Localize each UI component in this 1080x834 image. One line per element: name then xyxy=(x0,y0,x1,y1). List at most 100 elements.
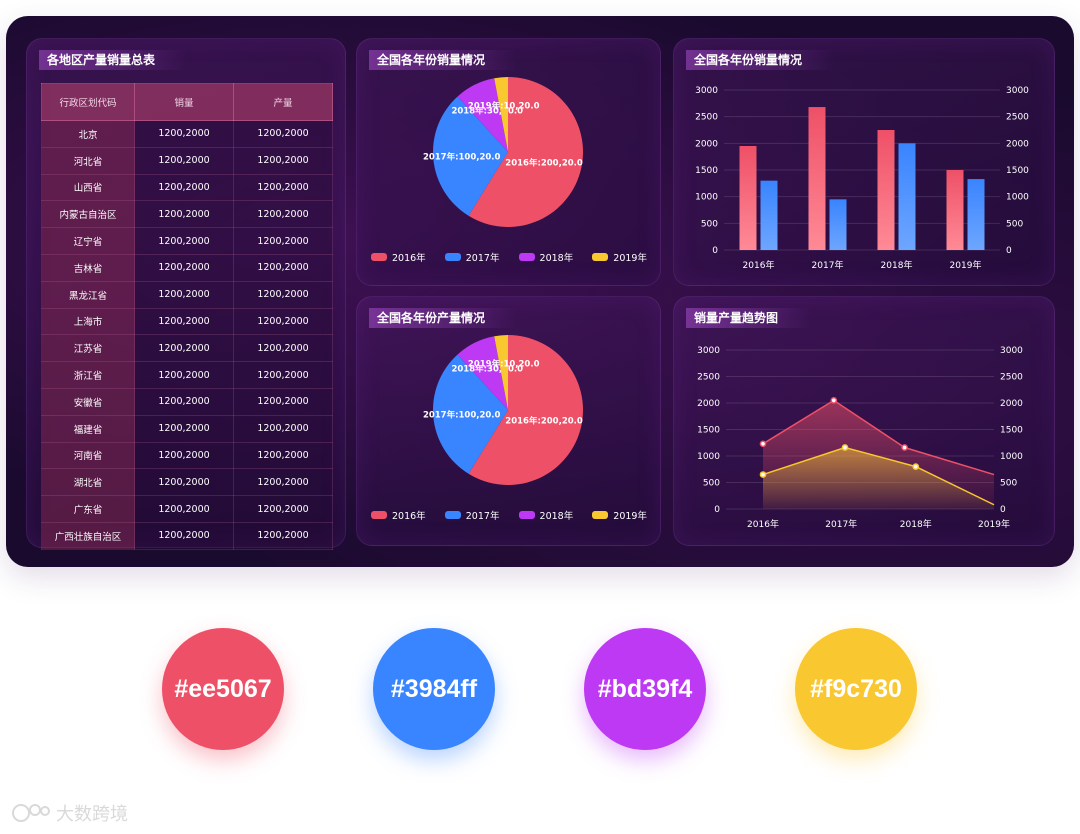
region-table-panel: 各地区产量销量总表 行政区划代码 销量 产量 北京 1200,2000 1200,2… xyxy=(26,38,346,550)
cell-output: 1200,2000 xyxy=(233,227,333,255)
swatch-yellow: #f9c730 xyxy=(795,628,917,750)
watermark-text: 大数跨境 xyxy=(56,804,128,825)
pie-slice-4 xyxy=(494,77,508,152)
sales-bar-chart: 0 500 1000 1500 2000 2500 3000 0 500 1000 1500 2000… xyxy=(695,86,1029,271)
cell-output: 1200,2000 xyxy=(233,468,333,497)
legend-item[interactable]: 2019年 xyxy=(592,508,647,522)
col-header-region: 行政区划代码 xyxy=(41,83,135,121)
table-row: 安徽省 1200,2000 1200,2000 xyxy=(41,388,333,416)
y-tick-label: 0 xyxy=(714,505,720,515)
area-point xyxy=(841,444,849,451)
pie-data-label: 2017年:100,20.0 xyxy=(423,409,501,420)
y-tick-label: 1500 xyxy=(695,166,718,176)
area-point xyxy=(901,444,908,451)
cell-output: 1200,2000 xyxy=(233,120,333,148)
cell-region: 江苏省 xyxy=(41,334,135,363)
pie-data-label: 2016年:200,20.0 xyxy=(505,415,583,426)
sales-pie-panel: 全国各年份销量情况 2016年:200,20.0 2017年:100,20.0 20… xyxy=(356,38,661,286)
legend-item[interactable]: 2019年 xyxy=(592,250,647,264)
table-row: 广东省 1200,2000 1200,2000 xyxy=(41,495,333,523)
legend-item[interactable]: 2016年 xyxy=(371,508,426,522)
output-pie-chart: 2016年:200,20.0 2017年:100,20.0 2018年:30,20.… xyxy=(423,335,583,485)
pie-slice-3 xyxy=(457,78,508,152)
table-row: 北京 1200,2000 1200,2000 xyxy=(41,120,333,148)
cell-region: 北京 xyxy=(41,120,135,148)
legend-item[interactable]: 2017年 xyxy=(444,508,500,522)
cell-region: 黑龙江省 xyxy=(41,281,135,309)
legend-label: 2018年 xyxy=(539,253,574,264)
bar-series2 xyxy=(898,143,916,250)
legend-swatch xyxy=(371,253,387,261)
watermark-logo-icon xyxy=(10,802,52,824)
cell-region: 浙江省 xyxy=(41,361,135,389)
region-table-title: 各地区产量销量总表 xyxy=(39,50,188,70)
x-tick-label: 2017年 xyxy=(812,259,844,271)
cell-region: 湖北省 xyxy=(41,468,135,497)
bar-series2 xyxy=(967,179,985,250)
y-tick-label: 500 xyxy=(701,219,718,229)
table-row: 广西壮族自治区 1200,2000 1200,2000 xyxy=(41,522,333,550)
sales-pie-chart: 2016年:200,20.0 2017年:100,20.0 2018年:30,20.… xyxy=(423,77,583,227)
cell-sales: 1200,2000 xyxy=(134,174,234,202)
legend-swatch xyxy=(518,511,535,519)
x-tick-label: 2018年 xyxy=(881,259,913,271)
area-line-series2 xyxy=(762,446,995,506)
pie-slice-1 xyxy=(468,335,583,485)
col-header-output: 产量 xyxy=(233,83,333,121)
cell-sales: 1200,2000 xyxy=(134,334,234,363)
x-tick-label: 2016年 xyxy=(743,259,775,271)
right-y-tick-label: 1500 xyxy=(1000,426,1023,436)
legend-label: 2016年 xyxy=(392,511,426,522)
legend-item[interactable]: 2018年 xyxy=(518,508,573,522)
right-y-tick-label: 500 xyxy=(1000,479,1017,489)
x-tick-label: 2018年 xyxy=(900,518,932,530)
right-y-tick-label: 1000 xyxy=(1006,193,1029,203)
cell-region: 河南省 xyxy=(41,442,135,470)
legend-label: 2017年 xyxy=(465,511,500,522)
cell-output: 1200,2000 xyxy=(233,174,333,202)
cell-region: 福建省 xyxy=(41,415,135,443)
cell-region: 河北省 xyxy=(41,147,135,175)
swatch-red: #ee5067 xyxy=(162,628,284,750)
trend-area-title: 销量产量趋势图 xyxy=(686,308,811,328)
legend-item[interactable]: 2016年 xyxy=(371,250,426,264)
pie-data-label: 2019年:10,20.0 xyxy=(468,101,540,112)
table-row: 吉林省 1200,2000 1200,2000 xyxy=(41,254,333,282)
dashboard: 各地区产量销量总表 行政区划代码 销量 产量 北京 1200,2000 1200,2… xyxy=(6,16,1074,567)
pie-data-label: 2019年:10,20.0 xyxy=(468,359,540,370)
table-row: 内蒙古自治区 1200,2000 1200,2000 xyxy=(41,200,333,229)
x-tick-label: 2017年 xyxy=(825,518,857,530)
cell-output: 1200,2000 xyxy=(233,442,333,470)
legend-swatch xyxy=(518,253,535,261)
table-row: 河北省 1200,2000 1200,2000 xyxy=(41,147,333,175)
cell-sales: 1200,2000 xyxy=(134,442,234,470)
right-y-tick-label: 3000 xyxy=(1006,86,1029,96)
cell-region: 广东省 xyxy=(41,495,135,523)
sales-pie-legend: 2016年 2017年 2018年 2019年 xyxy=(371,250,647,264)
cell-sales: 1200,2000 xyxy=(134,361,234,389)
pie-slice-3 xyxy=(457,336,508,410)
trend-area-chart: 0 500 1000 1500 2000 2500 3000 0 500 1000 1500 2000… xyxy=(697,346,1023,530)
area-fill-series2 xyxy=(763,447,994,509)
cell-sales: 1200,2000 xyxy=(134,254,234,282)
legend-item[interactable]: 2018年 xyxy=(518,250,574,264)
right-y-tick-label: 3000 xyxy=(1000,346,1023,356)
legend-item[interactable]: 2017年 xyxy=(444,250,499,264)
legend-swatch xyxy=(444,511,461,519)
cell-region: 广西壮族自治区 xyxy=(41,522,135,550)
cell-region: 辽宁省 xyxy=(41,227,135,255)
pie-slice-4 xyxy=(494,335,508,410)
output-pie-legend: 2016年 2017年 2018年 2019年 xyxy=(371,508,647,522)
trend-area-panel: 销量产量趋势图 0 500 1000 1500 2000 2500 3000 0 500 1000… xyxy=(673,296,1055,546)
pie-data-label: 2016年:200,20.0 xyxy=(505,157,583,168)
cell-output: 1200,2000 xyxy=(233,495,333,523)
y-tick-label: 1500 xyxy=(697,426,720,436)
bar-series2 xyxy=(829,199,847,250)
cell-sales: 1200,2000 xyxy=(134,468,234,497)
cell-sales: 1200,2000 xyxy=(134,227,234,255)
table-header-row: 行政区划代码 销量 产量 xyxy=(41,83,333,121)
y-tick-label: 0 xyxy=(712,246,718,256)
table-row: 福建省 1200,2000 1200,2000 xyxy=(41,415,333,443)
cell-output: 1200,2000 xyxy=(233,334,333,363)
legend-label: 2016年 xyxy=(392,253,426,264)
